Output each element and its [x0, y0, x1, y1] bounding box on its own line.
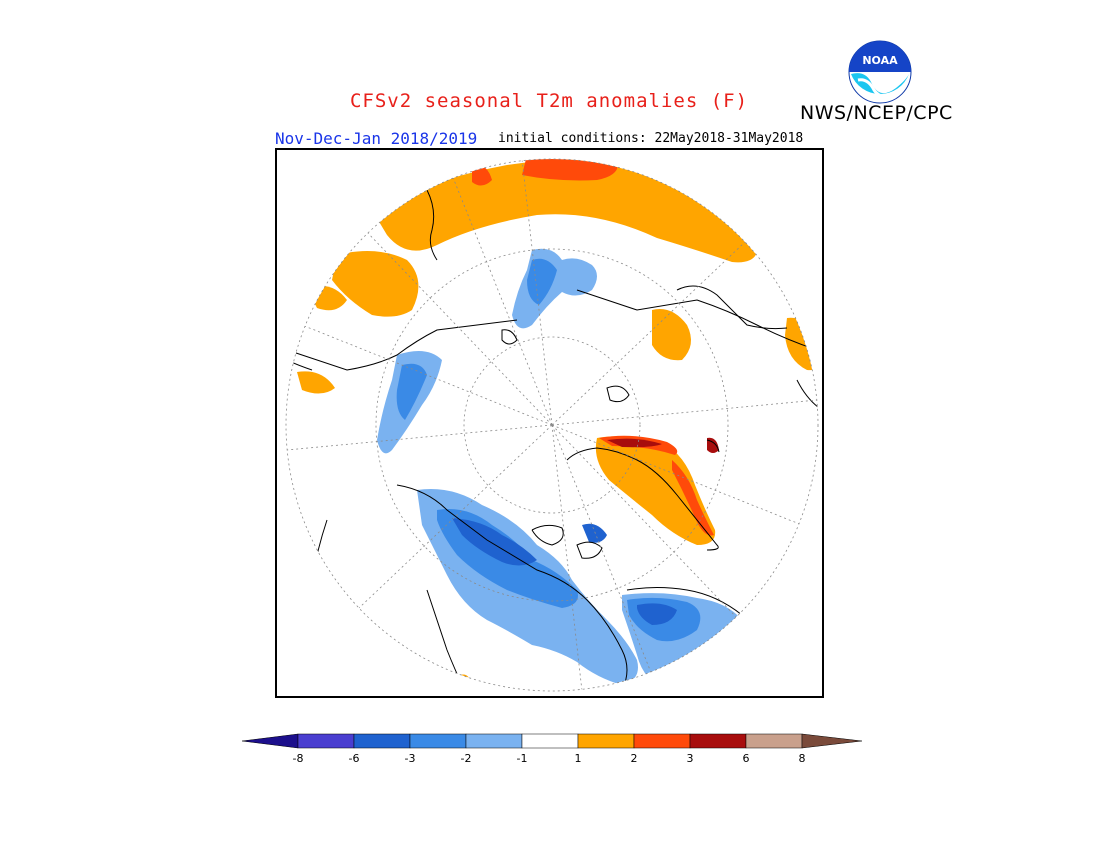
legend-tick-label: 1 — [574, 752, 582, 765]
legend-tick-label: -1 — [516, 752, 528, 765]
legend-tick-label: -3 — [404, 752, 416, 765]
globe-edge — [285, 158, 819, 692]
legend-tick-label: 2 — [630, 752, 638, 765]
legend-tick-label: 8 — [798, 752, 806, 765]
legend-tick-label: -2 — [460, 752, 472, 765]
map-svg — [285, 158, 819, 692]
initial-conditions-label: initial conditions: 22May2018-31May2018 — [498, 131, 804, 146]
agency-label: NWS/NCEP/CPC — [800, 102, 953, 124]
legend-tick-label: 6 — [742, 752, 750, 765]
legend-swatch — [297, 733, 355, 749]
svg-text:NOAA: NOAA — [862, 54, 898, 67]
legend-arrow-low — [241, 733, 299, 749]
season-label: Nov-Dec-Jan 2018/2019 — [275, 129, 478, 148]
legend-swatch — [521, 733, 579, 749]
legend-tick-label: -6 — [348, 752, 360, 765]
legend-swatch — [689, 733, 747, 749]
very-hot-anomaly-regions — [607, 437, 719, 453]
color-legend — [241, 733, 862, 749]
legend-arrow-high — [801, 733, 862, 749]
map-title: CFSv2 seasonal T2m anomalies (F) — [349, 90, 749, 112]
legend-swatch — [409, 733, 467, 749]
polar-map — [275, 148, 824, 698]
legend-swatch — [353, 733, 411, 749]
legend-swatch — [465, 733, 523, 749]
legend-swatch — [745, 733, 803, 749]
graticule — [286, 159, 818, 691]
legend-swatch — [577, 733, 635, 749]
noaa-logo-icon: NOAA — [848, 40, 912, 104]
legend-tick-label: 3 — [686, 752, 694, 765]
legend-tick-label: -8 — [292, 752, 304, 765]
legend-swatch — [633, 733, 691, 749]
